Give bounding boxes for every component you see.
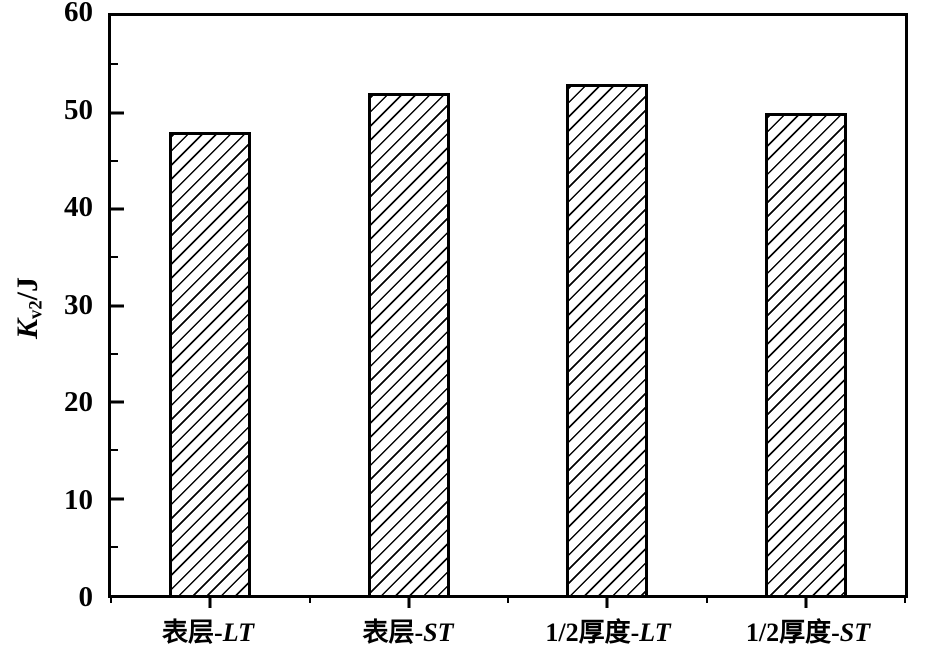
x-minor-tick (507, 595, 509, 603)
y-minor-tick (111, 545, 118, 548)
plot-area (108, 13, 908, 608)
x-label-prefix: 1/2厚度- (545, 618, 640, 647)
y-major-tick (111, 400, 124, 404)
y-tick-label-40: 40 (64, 190, 93, 223)
x-minor-tick (110, 595, 112, 603)
x-major-tick (407, 595, 411, 608)
bar-cell (111, 16, 310, 595)
bar-cell (310, 16, 509, 595)
y-major-tick (111, 304, 124, 307)
y-tick-label-50: 50 (64, 93, 93, 126)
y-axis-tick-labels: 0 10 20 30 40 50 60 (0, 0, 93, 611)
x-label-prefix: 表层- (162, 618, 223, 647)
y-minor-tick (111, 449, 118, 452)
x-category-label-2: 表层-ST (308, 615, 508, 651)
x-label-italic-suffix: LT (639, 618, 671, 647)
x-minor-tick (904, 595, 906, 603)
x-label-italic-suffix: ST (423, 618, 454, 647)
y-minor-tick (111, 63, 118, 66)
x-category-label-3: 1/2厚度-LT (508, 615, 708, 651)
y-minor-tick (111, 352, 118, 355)
bar-cell (508, 16, 707, 595)
y-minor-tick (111, 159, 118, 162)
x-label-prefix: 1/2厚度- (745, 618, 840, 647)
x-minor-tick (705, 595, 708, 603)
y-tick-label-10: 10 (64, 483, 93, 516)
bar-1 (169, 131, 252, 595)
bar-4 (764, 112, 847, 595)
x-label-prefix: 表层- (362, 618, 424, 647)
x-label-italic-suffix: ST (839, 618, 871, 647)
y-major-tick (111, 207, 124, 211)
y-tick-label-20: 20 (64, 385, 93, 418)
x-category-label-4: 1/2厚度-ST (708, 615, 908, 651)
y-minor-tick (111, 256, 118, 259)
x-category-label-1: 表层-LT (108, 615, 308, 651)
x-label-italic-suffix: LT (222, 618, 254, 647)
y-major-tick (111, 497, 124, 500)
y-major-tick (111, 111, 124, 114)
x-major-tick (605, 595, 609, 608)
y-tick-label-0: 0 (78, 580, 94, 613)
y-tick-label-30: 30 (64, 288, 93, 321)
bars-container (111, 16, 905, 595)
bar-2 (367, 93, 450, 595)
bar-cell (707, 16, 906, 595)
x-major-tick (208, 595, 212, 608)
x-major-tick (804, 595, 808, 608)
y-tick-label-60: 60 (64, 0, 93, 28)
x-minor-tick (308, 595, 311, 603)
bar-3 (566, 83, 649, 595)
x-axis-category-labels: 表层-LT 表层-ST 1/2厚度-LT 1/2厚度-ST (108, 615, 908, 651)
